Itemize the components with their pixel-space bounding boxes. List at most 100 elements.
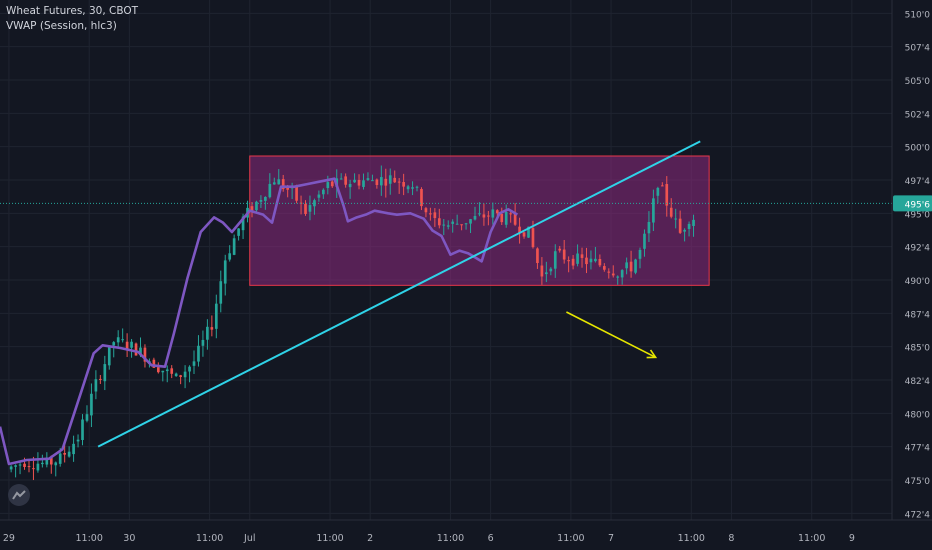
candle [188,365,191,383]
candle-body [536,248,539,264]
candle-body [500,213,504,223]
candle [567,256,570,273]
candle-body [94,379,98,392]
candle-body [540,265,544,277]
candle-body [388,175,392,184]
candle-body [49,457,53,465]
candle [197,335,200,367]
price-axis-bg [892,0,932,550]
price-tick-label: 497'4 [905,177,931,187]
annotations-layer [97,140,701,448]
candle-body [295,185,298,201]
candle-body [437,218,441,226]
candle-body [647,221,651,234]
candle [522,232,526,239]
candle [250,202,254,218]
candle-body [90,393,93,416]
candle-body [348,183,352,188]
candle-body [643,233,646,249]
candle [397,177,401,194]
candle-body [665,184,669,206]
candle [562,239,566,264]
candle-body [188,366,191,372]
candle-body [393,177,397,183]
candle-body [264,196,267,201]
candle [656,186,660,204]
candle [558,245,562,253]
candle [687,221,691,237]
candle-body [268,183,272,198]
candle-body [143,347,147,362]
candle [692,214,695,237]
candle [594,246,597,263]
price-tick-label: 495'0 [905,210,931,220]
candle-body [598,258,602,266]
candle-body [281,179,285,189]
candle [660,182,664,187]
candle-body [170,368,174,374]
candle [183,365,187,389]
candle-body [589,258,593,263]
candle-body [116,337,120,343]
candle [170,365,174,379]
candle [384,168,388,198]
candle [375,178,379,189]
candle-body [482,214,486,218]
candle-body [130,341,133,348]
time-tick-label: 9 [849,533,855,544]
tradingview-logo-icon[interactable] [8,484,30,506]
candle-body [121,339,124,341]
candle [598,254,602,268]
candle [81,414,84,446]
candle-body [379,177,383,186]
price-axis[interactable]: 510'0 507'4 505'0 502'4 500'0 497'4 495'0 492'4… [891,0,932,550]
candle [589,250,593,270]
candle-body [112,342,116,346]
candle-body [446,225,450,227]
candle-body [371,180,374,182]
candle [112,341,116,358]
candle-body [362,180,365,187]
candle-body [255,201,258,211]
candle-body [41,462,44,465]
candle [214,294,218,339]
candle-body [107,345,111,366]
candle [504,204,508,228]
candle [580,247,584,268]
current-price-label: 495'6 [905,200,931,210]
candle-body [366,178,370,180]
candle-body [58,453,62,464]
candle-body [669,207,673,217]
price-tick-label: 510'0 [905,10,931,20]
time-axis[interactable]: 29 11:00 30 11:00 Jul 11:00 2 11:00 6 11:00 7 11:00… [0,519,932,550]
price-tick-label: 480'0 [905,410,931,420]
candle [629,250,633,278]
candle-body [308,205,312,212]
candle [232,234,236,256]
candle-body [687,223,691,229]
candle [237,228,240,241]
candle [201,330,205,357]
candle-body [616,276,620,278]
indicator-title[interactable]: VWAP (Session, hlc3) [6,20,117,32]
candle-body [692,219,695,226]
candle [571,255,575,270]
time-tick-label: 11:00 [557,533,584,544]
candle [379,165,383,196]
time-tick-label: 2 [367,533,373,544]
candle-body [674,218,678,220]
candle [478,202,481,217]
candle-body [585,257,588,265]
candle-body [504,211,508,225]
candle [411,181,414,196]
candle [94,370,98,400]
symbol-title[interactable]: Wheat Futures, 30, CBOT [6,5,139,17]
candle-body [464,223,468,225]
candle [272,177,276,185]
candle [643,229,646,257]
candle [402,173,405,196]
candle [357,174,361,190]
candle-body [201,339,205,346]
candle-body [531,228,535,248]
